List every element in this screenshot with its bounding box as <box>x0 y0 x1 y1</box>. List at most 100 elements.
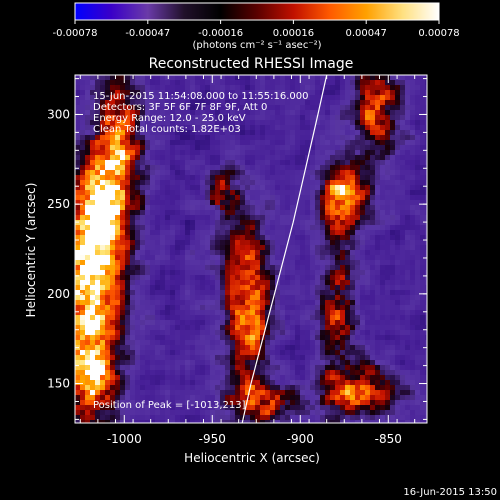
heatmap-cell <box>355 160 361 166</box>
heatmap-cell <box>140 255 146 261</box>
heatmap-cell <box>265 100 271 106</box>
heatmap-cell <box>140 305 146 311</box>
heatmap-cell <box>105 160 111 166</box>
heatmap-cell <box>140 310 146 316</box>
heatmap-cell <box>135 250 141 256</box>
heatmap-cell <box>265 385 271 391</box>
heatmap-cell <box>155 395 161 401</box>
heatmap-cell <box>355 325 361 331</box>
heatmap-cell <box>190 370 196 376</box>
heatmap-cell <box>305 125 311 131</box>
heatmap-cell <box>415 205 421 211</box>
heatmap-cell <box>180 95 186 101</box>
heatmap-cell <box>405 140 411 146</box>
heatmap-cell <box>275 420 281 423</box>
heatmap-cell <box>125 325 131 331</box>
heatmap-cell <box>170 305 176 311</box>
heatmap-cell <box>245 295 251 301</box>
heatmap-cell <box>230 380 236 386</box>
heatmap-cell <box>110 120 116 126</box>
heatmap-cell <box>160 210 166 216</box>
heatmap-cell <box>290 180 296 186</box>
heatmap-cell <box>305 345 311 351</box>
heatmap-cell <box>300 305 306 311</box>
heatmap-cell <box>180 165 186 171</box>
heatmap-cell <box>285 390 291 396</box>
heatmap-cell <box>200 195 206 201</box>
heatmap-cell <box>230 245 236 251</box>
heatmap-cell <box>355 255 361 261</box>
heatmap-cell <box>315 190 321 196</box>
heatmap-cell <box>205 365 211 371</box>
heatmap-cell <box>360 105 366 111</box>
heatmap-cell <box>370 220 376 226</box>
heatmap-cell <box>420 415 426 421</box>
heatmap-cell <box>420 190 426 196</box>
heatmap-cell <box>225 160 231 166</box>
heatmap-cell <box>165 160 171 166</box>
heatmap-cell <box>395 200 401 206</box>
heatmap-cell <box>330 130 336 136</box>
heatmap-cell <box>205 185 211 191</box>
heatmap-cell <box>215 175 221 181</box>
heatmap-cell <box>275 100 281 106</box>
heatmap-cell <box>185 400 191 406</box>
heatmap-cell <box>95 230 101 236</box>
heatmap-cell <box>370 325 376 331</box>
heatmap-cell <box>75 155 81 161</box>
heatmap-cell <box>80 125 86 131</box>
heatmap-cell <box>175 100 181 106</box>
heatmap-cell <box>320 250 326 256</box>
heatmap-cell <box>215 365 221 371</box>
heatmap-cell <box>220 335 226 341</box>
heatmap-cell <box>225 265 231 271</box>
heatmap-cell <box>280 90 286 96</box>
heatmap-cell <box>365 295 371 301</box>
heatmap-cell <box>365 175 371 181</box>
heatmap-cell <box>110 380 116 386</box>
heatmap-cell <box>190 320 196 326</box>
heatmap-cell <box>295 375 301 381</box>
heatmap-cell <box>305 210 311 216</box>
heatmap-cell <box>175 185 181 191</box>
heatmap-cell <box>270 275 276 281</box>
heatmap-cell <box>410 220 416 226</box>
heatmap-cell <box>90 335 96 341</box>
heatmap-cell <box>360 410 366 416</box>
heatmap-cell <box>400 135 406 141</box>
heatmap-cell <box>75 95 81 101</box>
heatmap-cell <box>155 195 161 201</box>
heatmap-cell <box>380 405 386 411</box>
heatmap-cell <box>235 305 241 311</box>
heatmap-cell <box>250 310 256 316</box>
heatmap-cell <box>180 290 186 296</box>
heatmap-cell <box>150 185 156 191</box>
heatmap-cell <box>375 170 381 176</box>
heatmap-cell <box>200 295 206 301</box>
heatmap-cell <box>190 310 196 316</box>
heatmap-cell <box>230 220 236 226</box>
heatmap-cell <box>360 355 366 361</box>
heatmap-cell <box>95 80 101 86</box>
heatmap-cell <box>140 170 146 176</box>
heatmap-cell <box>115 235 121 241</box>
heatmap-cell <box>125 380 131 386</box>
heatmap-cell <box>160 170 166 176</box>
heatmap-cell <box>200 180 206 186</box>
heatmap-cell <box>355 420 361 423</box>
heatmap-cell <box>145 120 151 126</box>
heatmap-cell <box>260 280 266 286</box>
heatmap-cell <box>80 265 86 271</box>
heatmap-cell <box>100 100 106 106</box>
heatmap-cell <box>405 390 411 396</box>
heatmap-cell <box>375 185 381 191</box>
heatmap-cell <box>410 230 416 236</box>
heatmap-cell <box>100 200 106 206</box>
heatmap-cell <box>255 340 261 346</box>
heatmap-cell <box>110 270 116 276</box>
heatmap-cell <box>180 415 186 421</box>
heatmap-cell <box>75 125 81 131</box>
heatmap-cell <box>295 130 301 136</box>
heatmap-cell <box>195 145 201 151</box>
heatmap-cell <box>370 340 376 346</box>
